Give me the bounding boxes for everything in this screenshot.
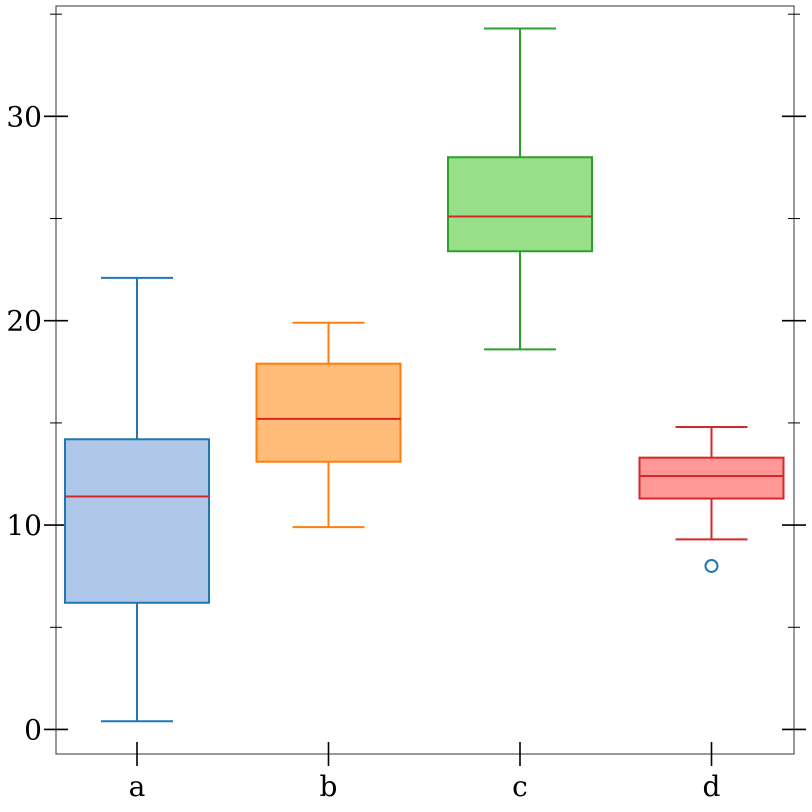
y-tick-label: 10 [6,509,42,542]
boxes-layer [64,27,785,723]
y-tick-label: 0 [24,713,42,746]
x-tick-label: a [129,770,146,803]
box-d [638,426,785,573]
x-tick-label: c [512,770,528,803]
x-tick-label: d [703,770,721,803]
plot-frame [55,5,795,755]
axis-ticks [44,13,806,766]
tick-labels: 0 10 20 30 a b c d [6,100,720,803]
iqr-box [64,438,210,604]
iqr-box [447,156,593,253]
iqr-box [255,362,402,463]
box-c [447,27,593,351]
y-tick-label: 30 [6,100,42,133]
y-tick-label: 20 [6,305,42,338]
box-b [255,321,402,529]
box-a [64,276,210,723]
iqr-box [638,456,785,500]
x-tick-label: b [320,770,338,803]
outlier-point [704,558,719,573]
